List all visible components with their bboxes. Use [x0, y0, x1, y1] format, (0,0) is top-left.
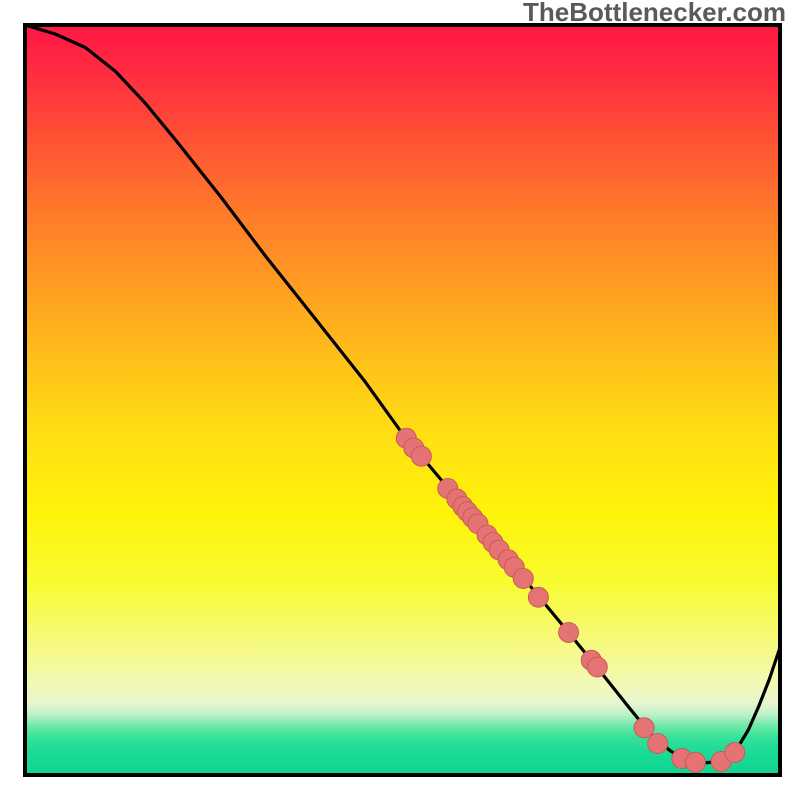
- data-marker: [725, 743, 745, 763]
- data-marker: [634, 718, 654, 738]
- bottleneck-chart: [0, 0, 800, 800]
- watermark-label: TheBottlenecker.com: [523, 0, 786, 28]
- plot-area: [25, 25, 780, 775]
- data-marker: [685, 752, 705, 772]
- plot-background: [25, 25, 780, 775]
- data-marker: [559, 623, 579, 643]
- data-marker: [648, 734, 668, 754]
- data-marker: [587, 657, 607, 677]
- chart-container: { "chart": { "type": "line", "width": 80…: [0, 0, 800, 800]
- data-marker: [528, 587, 548, 607]
- data-marker: [411, 446, 431, 466]
- data-marker: [513, 569, 533, 589]
